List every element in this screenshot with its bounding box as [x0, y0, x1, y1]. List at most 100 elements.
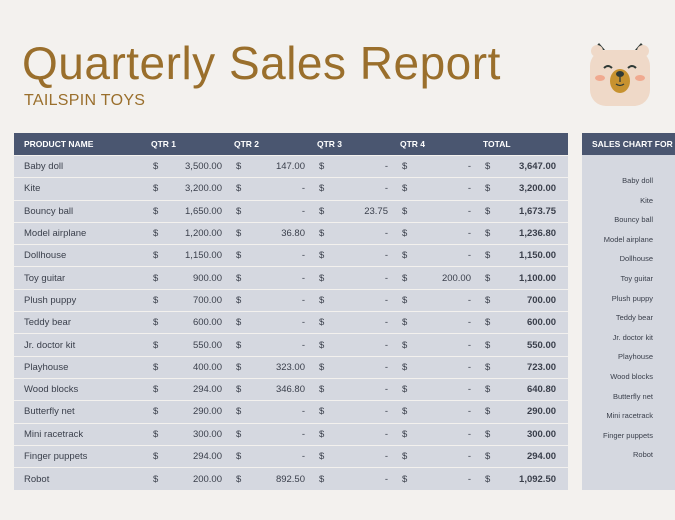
currency-cell[interactable]: $: [317, 199, 330, 223]
currency-cell[interactable]: $: [234, 333, 247, 357]
table-row[interactable]: Jr. doctor kit $550.00 $ - $ - $ - $550.00: [14, 333, 569, 357]
currency-cell[interactable]: $: [234, 400, 247, 424]
qtr4-cell[interactable]: 200.00: [413, 266, 483, 290]
currency-cell[interactable]: $: [317, 221, 330, 245]
qtr3-cell[interactable]: -: [330, 333, 400, 357]
qtr1-cell[interactable]: 1,150.00: [164, 244, 234, 267]
currency-cell[interactable]: $: [151, 244, 164, 267]
qtr4-cell[interactable]: -: [413, 244, 483, 267]
currency-cell[interactable]: $: [483, 221, 496, 245]
currency-cell[interactable]: $: [400, 444, 413, 468]
currency-cell[interactable]: $: [151, 288, 164, 312]
qtr3-cell[interactable]: -: [330, 400, 400, 424]
product-name-cell[interactable]: Dollhouse: [14, 244, 151, 267]
currency-cell[interactable]: $: [400, 467, 413, 490]
currency-cell[interactable]: $: [317, 422, 330, 446]
qtr2-cell[interactable]: 323.00: [247, 355, 317, 379]
currency-cell[interactable]: $: [483, 377, 496, 401]
total-cell[interactable]: 640.80: [496, 377, 569, 401]
qtr4-cell[interactable]: -: [413, 154, 483, 178]
table-row[interactable]: Baby doll $3,500.00 $147.00 $ - $ - $3,647.00: [14, 154, 569, 178]
qtr1-cell[interactable]: 700.00: [164, 288, 234, 312]
qtr3-cell[interactable]: -: [330, 311, 400, 334]
currency-cell[interactable]: $: [400, 221, 413, 245]
table-row[interactable]: Model airplane $1,200.00 $36.80 $ - $ - $1,236.…: [14, 221, 569, 245]
currency-cell[interactable]: $: [483, 177, 496, 201]
table-row[interactable]: Dollhouse $1,150.00 $ - $ - $ - $1,150.00: [14, 244, 569, 267]
currency-cell[interactable]: $: [483, 199, 496, 223]
currency-cell[interactable]: $: [317, 467, 330, 490]
currency-cell[interactable]: $: [151, 199, 164, 223]
currency-cell[interactable]: $: [317, 444, 330, 468]
qtr1-cell[interactable]: 290.00: [164, 400, 234, 424]
qtr2-cell[interactable]: -: [247, 244, 317, 267]
table-row[interactable]: Bouncy ball $1,650.00 $ - $23.75 $ - $1,673.75: [14, 199, 569, 223]
total-cell[interactable]: 1,673.75: [496, 199, 569, 223]
currency-cell[interactable]: $: [483, 288, 496, 312]
qtr4-cell[interactable]: -: [413, 311, 483, 334]
currency-cell[interactable]: $: [483, 400, 496, 424]
col-qtr3[interactable]: QTR 3: [317, 133, 400, 156]
col-qtr2[interactable]: QTR 2: [234, 133, 317, 156]
qtr1-cell[interactable]: 550.00: [164, 333, 234, 357]
qtr4-cell[interactable]: -: [413, 177, 483, 201]
qtr3-cell[interactable]: -: [330, 422, 400, 446]
product-name-cell[interactable]: Wood blocks: [14, 377, 151, 401]
qtr3-cell[interactable]: -: [330, 355, 400, 379]
qtr4-cell[interactable]: -: [413, 444, 483, 468]
qtr2-cell[interactable]: -: [247, 311, 317, 334]
currency-cell[interactable]: $: [317, 288, 330, 312]
currency-cell[interactable]: $: [151, 221, 164, 245]
product-name-cell[interactable]: Bouncy ball: [14, 199, 151, 223]
qtr2-cell[interactable]: -: [247, 177, 317, 201]
currency-cell[interactable]: $: [400, 400, 413, 424]
qtr2-cell[interactable]: 892.50: [247, 467, 317, 490]
qtr3-cell[interactable]: -: [330, 154, 400, 178]
currency-cell[interactable]: $: [317, 400, 330, 424]
currency-cell[interactable]: $: [400, 288, 413, 312]
table-row[interactable]: Toy guitar $900.00 $ - $ - $200.00 $1,100.00: [14, 266, 569, 290]
qtr4-cell[interactable]: -: [413, 467, 483, 490]
total-cell[interactable]: 600.00: [496, 311, 569, 334]
qtr1-cell[interactable]: 1,200.00: [164, 221, 234, 245]
currency-cell[interactable]: $: [234, 311, 247, 334]
product-name-cell[interactable]: Kite: [14, 177, 151, 201]
table-row[interactable]: Robot $200.00 $892.50 $ - $ - $1,092.50: [14, 467, 569, 490]
currency-cell[interactable]: $: [234, 154, 247, 178]
currency-cell[interactable]: $: [400, 177, 413, 201]
currency-cell[interactable]: $: [317, 266, 330, 290]
total-cell[interactable]: 3,647.00: [496, 154, 569, 178]
qtr1-cell[interactable]: 294.00: [164, 444, 234, 468]
product-name-cell[interactable]: Plush puppy: [14, 288, 151, 312]
currency-cell[interactable]: $: [234, 221, 247, 245]
currency-cell[interactable]: $: [234, 377, 247, 401]
qtr1-cell[interactable]: 400.00: [164, 355, 234, 379]
qtr1-cell[interactable]: 294.00: [164, 377, 234, 401]
currency-cell[interactable]: $: [151, 377, 164, 401]
total-cell[interactable]: 300.00: [496, 422, 569, 446]
qtr4-cell[interactable]: -: [413, 333, 483, 357]
currency-cell[interactable]: $: [317, 177, 330, 201]
table-row[interactable]: Playhouse $400.00 $323.00 $ - $ - $723.00: [14, 355, 569, 379]
currency-cell[interactable]: $: [400, 333, 413, 357]
product-name-cell[interactable]: Robot: [14, 467, 151, 490]
qtr1-cell[interactable]: 300.00: [164, 422, 234, 446]
currency-cell[interactable]: $: [483, 444, 496, 468]
total-cell[interactable]: 3,200.00: [496, 177, 569, 201]
currency-cell[interactable]: $: [317, 244, 330, 267]
qtr2-cell[interactable]: -: [247, 333, 317, 357]
product-name-cell[interactable]: Mini racetrack: [14, 422, 151, 446]
table-row[interactable]: Kite $3,200.00 $ - $ - $ - $3,200.00: [14, 177, 569, 201]
qtr4-cell[interactable]: -: [413, 400, 483, 424]
qtr4-cell[interactable]: -: [413, 221, 483, 245]
qtr4-cell[interactable]: -: [413, 199, 483, 223]
qtr2-cell[interactable]: -: [247, 288, 317, 312]
table-row[interactable]: Plush puppy $700.00 $ - $ - $ - $700.00: [14, 288, 569, 312]
table-row[interactable]: Finger puppets $294.00 $ - $ - $ - $294.00: [14, 444, 569, 468]
product-name-cell[interactable]: Baby doll: [14, 154, 151, 178]
product-name-cell[interactable]: Finger puppets: [14, 444, 151, 468]
total-cell[interactable]: 290.00: [496, 400, 569, 424]
currency-cell[interactable]: $: [400, 266, 413, 290]
currency-cell[interactable]: $: [234, 266, 247, 290]
currency-cell[interactable]: $: [400, 154, 413, 178]
